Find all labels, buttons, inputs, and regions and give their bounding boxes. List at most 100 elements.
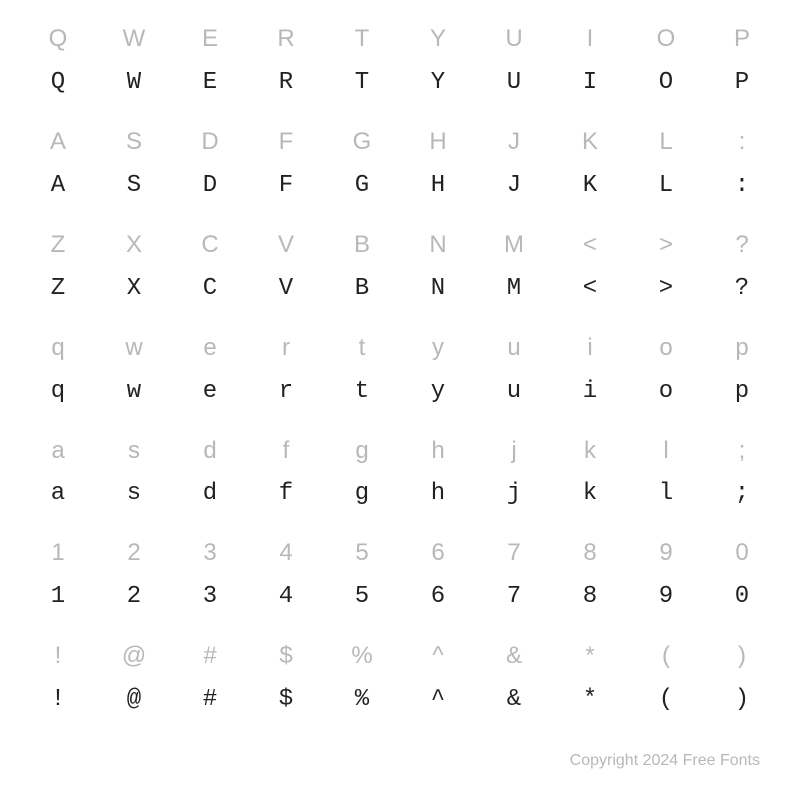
font-glyph-cell: V bbox=[248, 275, 324, 304]
reference-glyph-cell: N bbox=[400, 231, 476, 260]
reference-glyph-cell: % bbox=[324, 642, 400, 671]
font-glyph-cell: 1 bbox=[20, 583, 96, 612]
font-glyph-cell: l bbox=[628, 480, 704, 509]
reference-glyph-cell: X bbox=[96, 231, 172, 260]
font-glyph-cell: k bbox=[552, 480, 628, 509]
reference-glyph-cell: Z bbox=[20, 231, 96, 260]
font-glyph-cell: i bbox=[552, 378, 628, 407]
reference-glyph-cell: A bbox=[20, 128, 96, 157]
font-glyph-cell: > bbox=[628, 275, 704, 304]
reference-glyph-cell: & bbox=[476, 642, 552, 671]
font-glyph-cell: ; bbox=[704, 480, 780, 509]
font-glyph-cell: Y bbox=[400, 69, 476, 98]
font-glyph-cell: o bbox=[628, 378, 704, 407]
character-row-pair: !@#$%^&*()!@#$%^&*() bbox=[20, 627, 780, 730]
reference-glyph-cell: R bbox=[248, 25, 324, 54]
font-glyph-cell: 0 bbox=[704, 583, 780, 612]
font-glyph-cell: g bbox=[324, 480, 400, 509]
character-row-pair: 1234567890 1234567890 bbox=[20, 524, 780, 627]
font-glyph-cell: a bbox=[20, 480, 96, 509]
font-glyph-cell: s bbox=[96, 480, 172, 509]
reference-glyph-cell: W bbox=[96, 25, 172, 54]
font-glyph-cell: y bbox=[400, 378, 476, 407]
reference-glyph-cell: 5 bbox=[324, 539, 400, 568]
reference-glyph-cell: > bbox=[628, 231, 704, 260]
reference-glyph-cell: i bbox=[552, 334, 628, 363]
font-glyph-cell: X bbox=[96, 275, 172, 304]
font-glyph-cell: # bbox=[172, 686, 248, 715]
font-glyph-cell: 7 bbox=[476, 583, 552, 612]
character-row-pair: asdfghjkl;asdfghjkl; bbox=[20, 421, 780, 524]
font-glyph-cell: @ bbox=[96, 686, 172, 715]
reference-glyph-cell: 2 bbox=[96, 539, 172, 568]
reference-glyph-cell: 1 bbox=[20, 539, 96, 568]
reference-glyph-cell: ! bbox=[20, 642, 96, 671]
reference-glyph-cell: t bbox=[324, 334, 400, 363]
character-row-pair: ZXCVBNM<>?ZXCVBNM<>? bbox=[20, 216, 780, 319]
reference-glyph-cell: J bbox=[476, 128, 552, 157]
reference-glyph-cell: D bbox=[172, 128, 248, 157]
font-glyph-cell: 4 bbox=[248, 583, 324, 612]
reference-glyph-cell: 6 bbox=[400, 539, 476, 568]
reference-glyph-row: QWERTYUIOP bbox=[20, 25, 780, 54]
font-glyph-cell: q bbox=[20, 378, 96, 407]
reference-glyph-row: 1234567890 bbox=[20, 539, 780, 568]
font-glyph-cell: 5 bbox=[324, 583, 400, 612]
font-glyph-cell: & bbox=[476, 686, 552, 715]
font-glyph-cell: w bbox=[96, 378, 172, 407]
reference-glyph-cell: $ bbox=[248, 642, 324, 671]
reference-glyph-cell: V bbox=[248, 231, 324, 260]
reference-glyph-cell: f bbox=[248, 437, 324, 466]
font-glyph-cell: O bbox=[628, 69, 704, 98]
reference-glyph-cell: U bbox=[476, 25, 552, 54]
reference-glyph-cell: u bbox=[476, 334, 552, 363]
font-glyph-cell: % bbox=[324, 686, 400, 715]
font-glyph-cell: j bbox=[476, 480, 552, 509]
reference-glyph-row: !@#$%^&*() bbox=[20, 642, 780, 671]
reference-glyph-cell: j bbox=[476, 437, 552, 466]
reference-glyph-cell: w bbox=[96, 334, 172, 363]
reference-glyph-cell: B bbox=[324, 231, 400, 260]
reference-glyph-cell: l bbox=[628, 437, 704, 466]
font-glyph-row: QWERTYUIOP bbox=[20, 69, 780, 98]
font-glyph-cell: < bbox=[552, 275, 628, 304]
reference-glyph-cell: 9 bbox=[628, 539, 704, 568]
reference-glyph-cell: P bbox=[704, 25, 780, 54]
reference-glyph-cell: C bbox=[172, 231, 248, 260]
reference-glyph-cell: O bbox=[628, 25, 704, 54]
reference-glyph-cell: s bbox=[96, 437, 172, 466]
font-glyph-cell: A bbox=[20, 172, 96, 201]
reference-glyph-cell: @ bbox=[96, 642, 172, 671]
font-glyph-cell: 8 bbox=[552, 583, 628, 612]
reference-glyph-cell: T bbox=[324, 25, 400, 54]
font-glyph-cell: H bbox=[400, 172, 476, 201]
reference-glyph-cell: < bbox=[552, 231, 628, 260]
font-glyph-cell: N bbox=[400, 275, 476, 304]
font-glyph-cell: ! bbox=[20, 686, 96, 715]
font-glyph-cell: r bbox=[248, 378, 324, 407]
reference-glyph-cell: Y bbox=[400, 25, 476, 54]
font-glyph-cell: e bbox=[172, 378, 248, 407]
font-glyph-cell: Z bbox=[20, 275, 96, 304]
reference-glyph-cell: Q bbox=[20, 25, 96, 54]
font-glyph-cell: h bbox=[400, 480, 476, 509]
font-glyph-row: 1234567890 bbox=[20, 583, 780, 612]
reference-glyph-cell: r bbox=[248, 334, 324, 363]
font-glyph-cell: d bbox=[172, 480, 248, 509]
font-glyph-cell: S bbox=[96, 172, 172, 201]
reference-glyph-cell: * bbox=[552, 642, 628, 671]
reference-glyph-cell: ; bbox=[704, 437, 780, 466]
font-glyph-cell: Q bbox=[20, 69, 96, 98]
font-glyph-cell: ( bbox=[628, 686, 704, 715]
reference-glyph-cell: 4 bbox=[248, 539, 324, 568]
reference-glyph-cell: # bbox=[172, 642, 248, 671]
reference-glyph-cell: p bbox=[704, 334, 780, 363]
font-glyph-cell: $ bbox=[248, 686, 324, 715]
reference-glyph-cell: F bbox=[248, 128, 324, 157]
font-glyph-cell: W bbox=[96, 69, 172, 98]
reference-glyph-cell: ( bbox=[628, 642, 704, 671]
font-glyph-cell: U bbox=[476, 69, 552, 98]
reference-glyph-cell: k bbox=[552, 437, 628, 466]
font-glyph-row: ASDFGHJKL: bbox=[20, 172, 780, 201]
font-glyph-cell: R bbox=[248, 69, 324, 98]
